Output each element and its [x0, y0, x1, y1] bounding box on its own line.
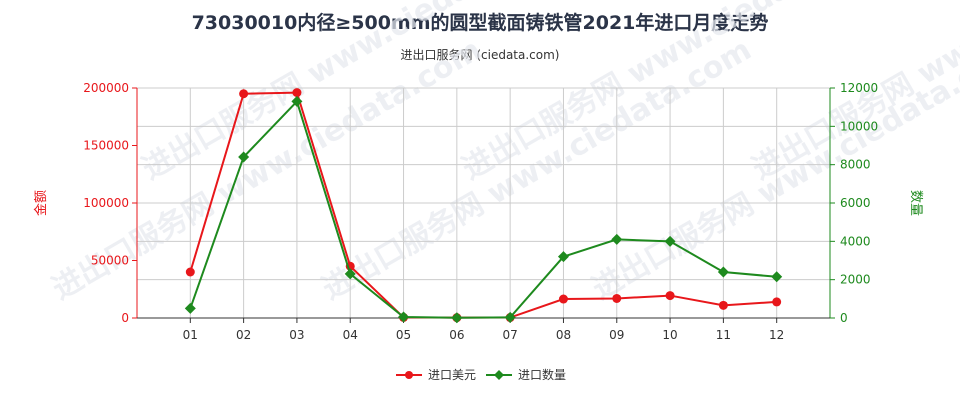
series-point-1: [612, 293, 622, 303]
left-axis-label: 金额: [33, 190, 49, 216]
chart-title: 73030010内径≥500mm的圆型截面铸铁管2021年进口月度走势: [191, 12, 769, 34]
series-point-2: [664, 235, 676, 247]
series-point-1: [185, 267, 195, 277]
x-tick-label: 07: [503, 328, 518, 342]
series-point-1: [558, 294, 568, 304]
series-point-2: [184, 302, 196, 314]
left-axis-ticks: 0 50000 100000 150000 200000: [83, 81, 137, 325]
left-tick-label: 100000: [83, 196, 129, 210]
series-point-2: [771, 271, 783, 283]
series-point-2: [398, 311, 410, 323]
right-tick-label: 6000: [840, 196, 871, 210]
series-point-1: [665, 291, 675, 301]
series-point-2: [557, 251, 569, 263]
series-point-2: [504, 311, 516, 323]
series-point-1: [239, 89, 249, 99]
x-tick-label: 05: [396, 328, 411, 342]
series-point-2: [291, 95, 303, 107]
series-point-2: [717, 266, 729, 278]
legend-label-1: 进口美元: [428, 368, 476, 382]
x-tick-label: 12: [769, 328, 784, 342]
left-tick-label: 50000: [91, 254, 129, 268]
series-point-1: [292, 88, 302, 98]
x-tick-label: 09: [609, 328, 624, 342]
left-tick-label: 200000: [83, 81, 129, 95]
x-tick-label: 01: [183, 328, 198, 342]
right-tick-label: 8000: [840, 158, 871, 172]
x-tick-label: 10: [662, 328, 677, 342]
legend[interactable]: 进口美元 进口数量: [396, 367, 566, 382]
left-tick-label: 0: [121, 311, 129, 325]
series-layer: [184, 88, 783, 324]
x-axis-ticks: 01 02 03 04 05 06 07 08 09 10 11 12: [183, 318, 784, 342]
series-point-1: [772, 297, 782, 307]
left-tick-label: 150000: [83, 139, 129, 153]
x-tick-label: 06: [449, 328, 464, 342]
series-point-2: [451, 312, 463, 324]
x-tick-label: 03: [289, 328, 304, 342]
legend-marker-2: [494, 370, 504, 380]
x-tick-label: 08: [556, 328, 571, 342]
right-tick-label: 12000: [840, 81, 878, 95]
chart-subtitle: 进出口服务网 (ciedata.com): [400, 48, 560, 62]
x-tick-label: 02: [236, 328, 251, 342]
series-point-1: [718, 300, 728, 310]
right-tick-label: 4000: [840, 234, 871, 248]
legend-label-2: 进口数量: [518, 367, 566, 382]
right-tick-label: 2000: [840, 273, 871, 287]
legend-marker-1: [405, 371, 413, 379]
series-point-2: [344, 268, 356, 280]
right-axis-ticks: 0 2000 4000 6000 8000 10000 12000: [830, 81, 878, 325]
series-line-2: [189, 99, 777, 319]
watermark-text: 进出口服务网 www.ciedata.com: [317, 32, 758, 307]
x-tick-label: 11: [716, 328, 731, 342]
right-axis-label: 数量: [908, 190, 923, 216]
right-tick-label: 0: [840, 311, 848, 325]
right-tick-label: 10000: [840, 119, 878, 133]
series-point-2: [238, 151, 250, 163]
series-point-2: [611, 233, 623, 245]
x-tick-label: 04: [343, 328, 358, 342]
